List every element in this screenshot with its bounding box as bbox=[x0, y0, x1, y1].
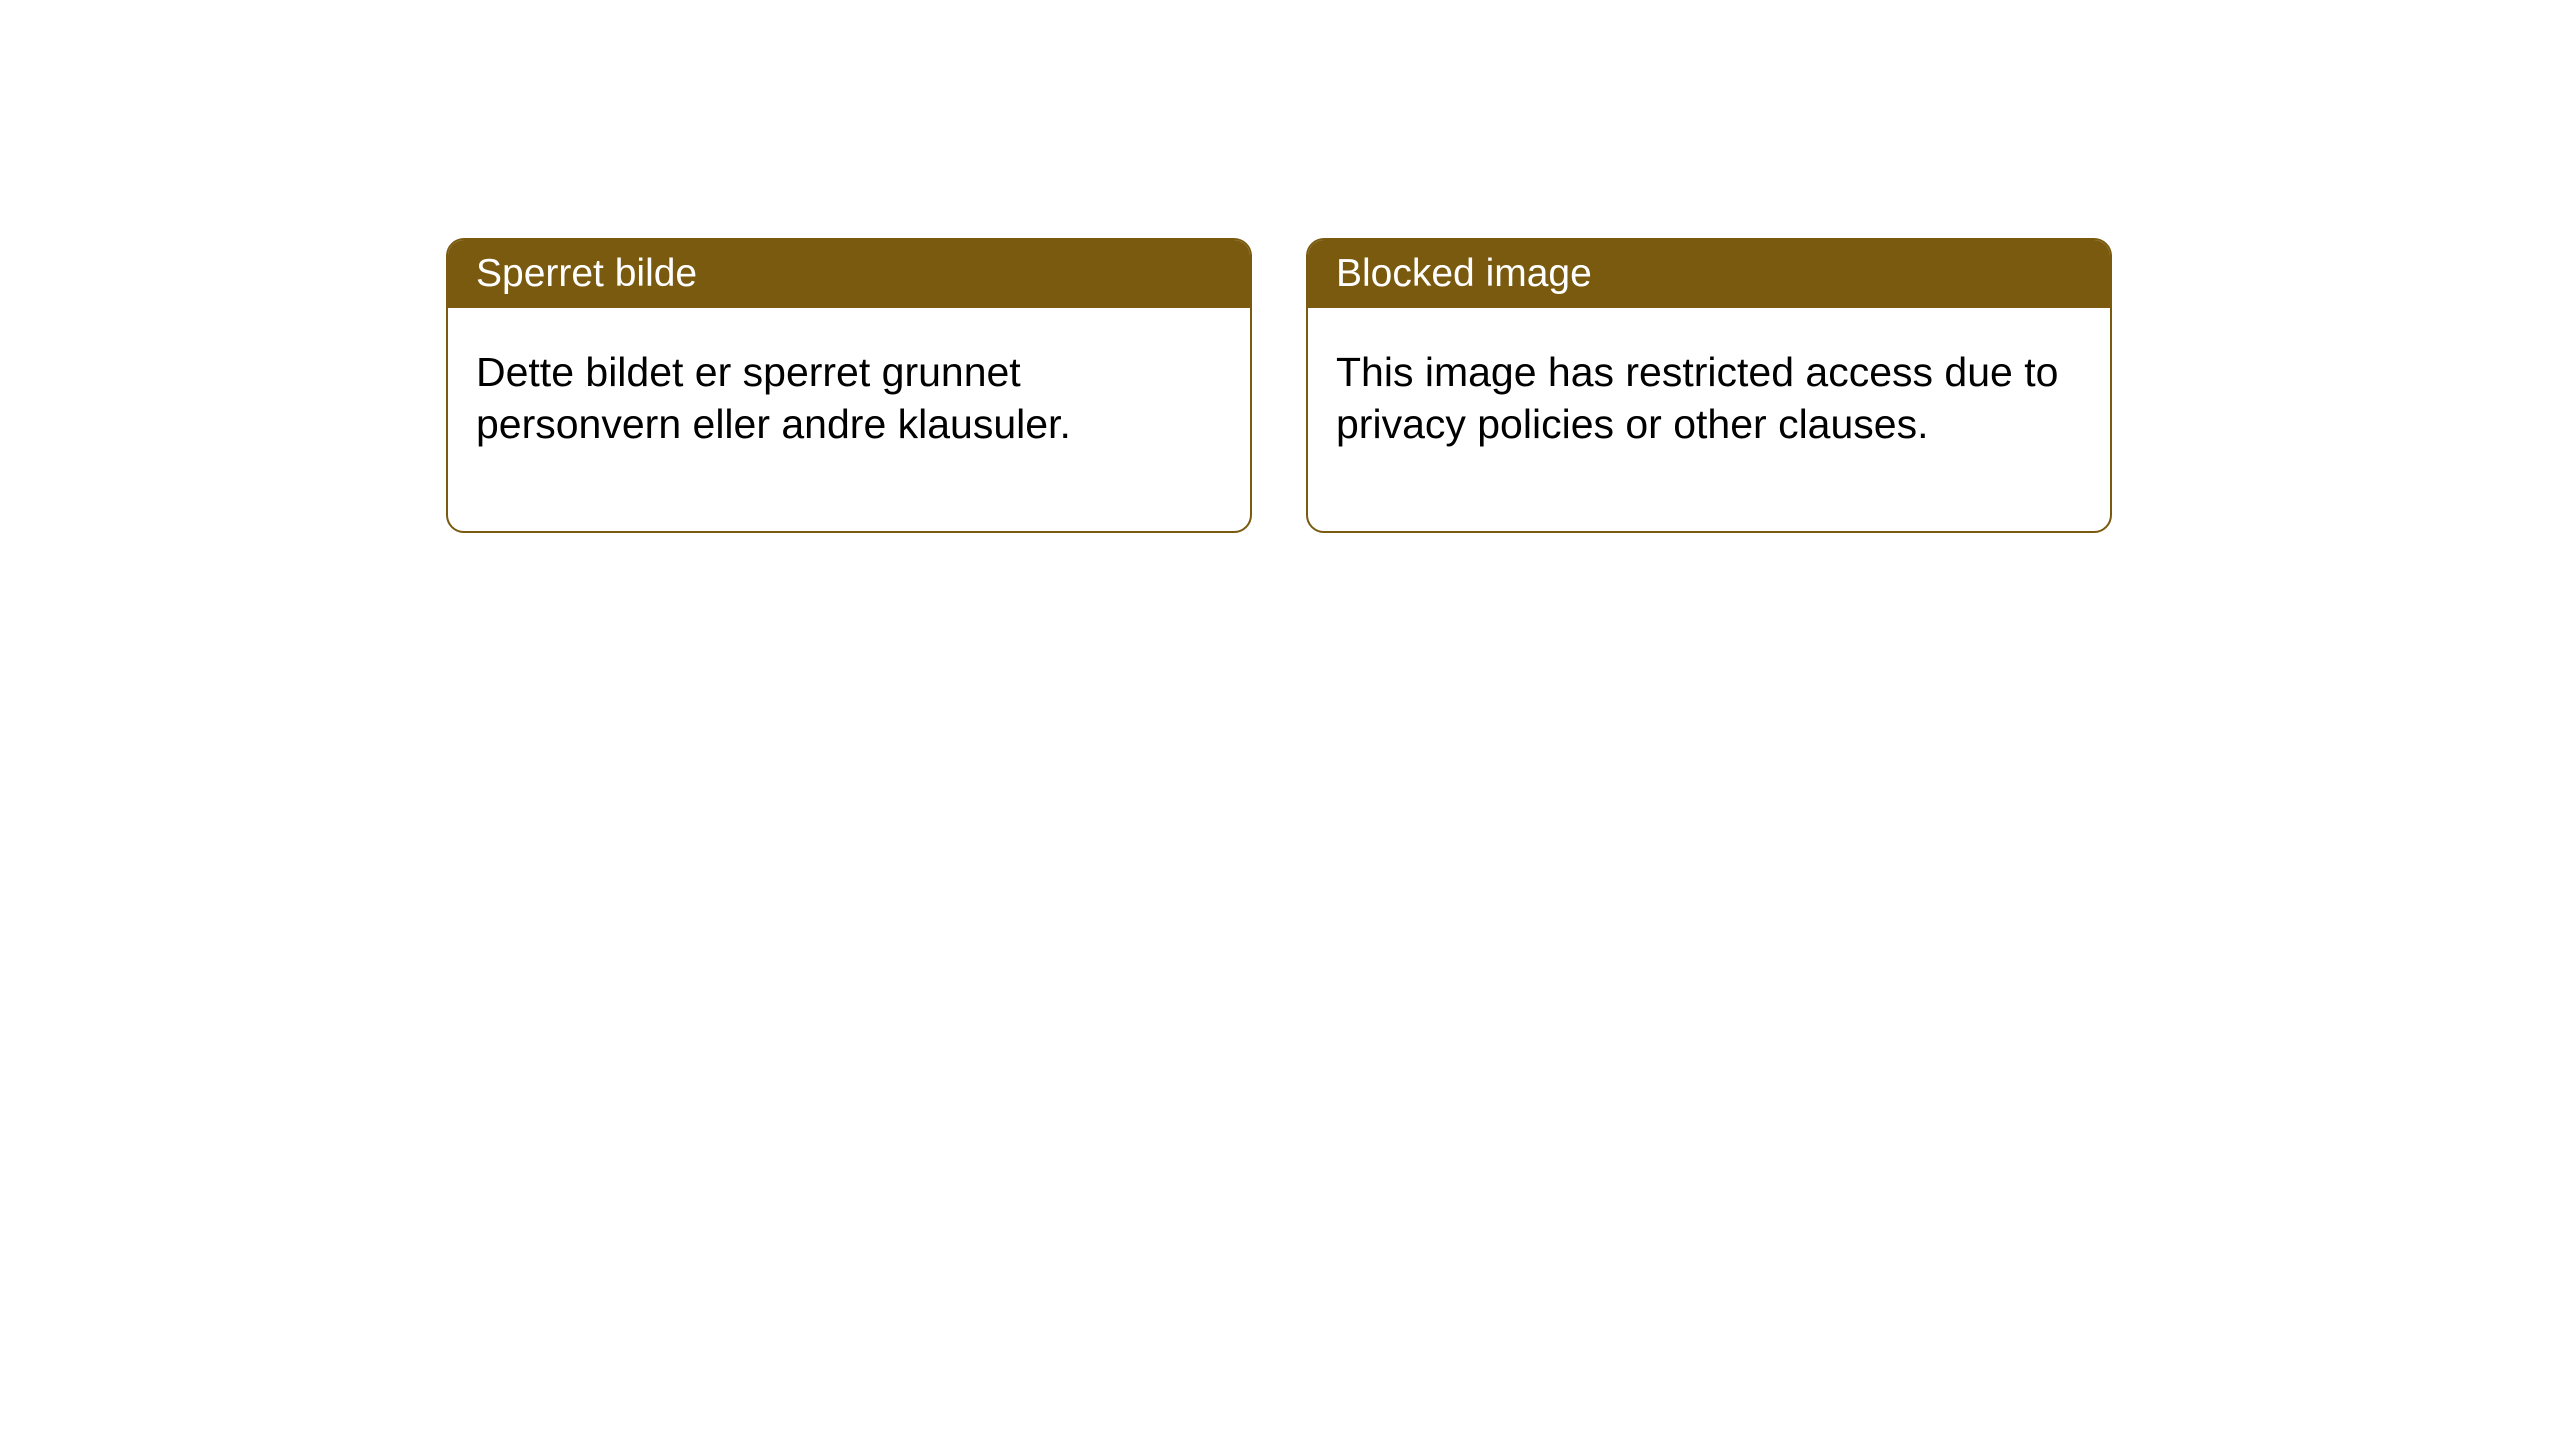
card-body: Dette bildet er sperret grunnet personve… bbox=[448, 308, 1250, 531]
blocked-image-card-en: Blocked image This image has restricted … bbox=[1306, 238, 2112, 533]
card-header: Sperret bilde bbox=[448, 240, 1250, 308]
blocked-image-card-no: Sperret bilde Dette bildet er sperret gr… bbox=[446, 238, 1252, 533]
cards-container: Sperret bilde Dette bildet er sperret gr… bbox=[0, 0, 2560, 533]
card-header: Blocked image bbox=[1308, 240, 2110, 308]
card-body: This image has restricted access due to … bbox=[1308, 308, 2110, 531]
